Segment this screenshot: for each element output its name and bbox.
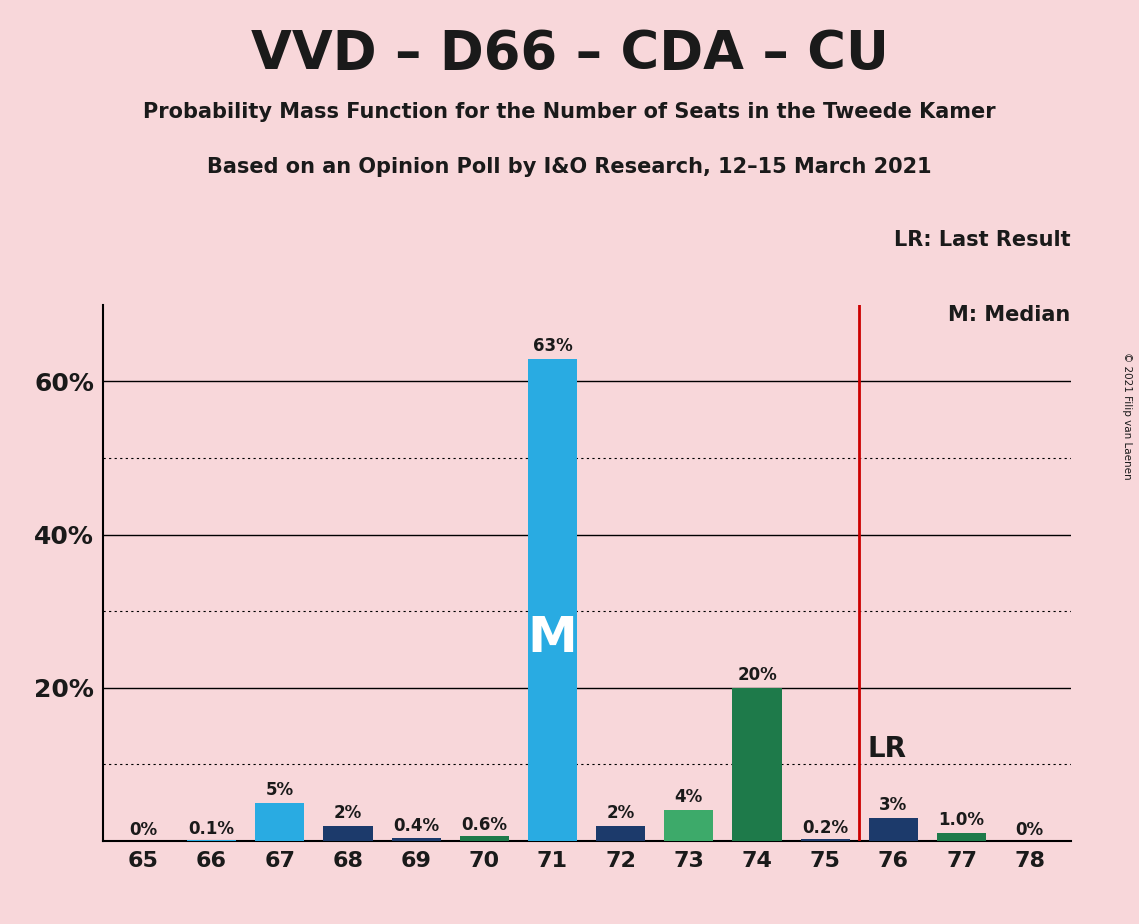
Text: VVD – D66 – CDA – CU: VVD – D66 – CDA – CU	[251, 28, 888, 79]
Text: 20%: 20%	[737, 666, 777, 684]
Text: 0.4%: 0.4%	[393, 818, 440, 835]
Text: 3%: 3%	[879, 796, 908, 814]
Text: LR: LR	[868, 735, 907, 763]
Text: LR: Last Result: LR: Last Result	[894, 230, 1071, 249]
Text: 0.6%: 0.6%	[461, 816, 507, 834]
Text: 0%: 0%	[130, 821, 157, 839]
Text: M: M	[527, 614, 577, 663]
Bar	[801, 839, 850, 841]
Bar	[596, 825, 645, 841]
Bar	[732, 687, 781, 841]
Text: 0.1%: 0.1%	[189, 820, 235, 838]
Bar	[392, 838, 441, 841]
Text: 2%: 2%	[334, 804, 362, 821]
Text: 4%: 4%	[674, 788, 703, 807]
Text: M: Median: M: Median	[949, 305, 1071, 325]
Text: Based on an Opinion Poll by I&O Research, 12–15 March 2021: Based on an Opinion Poll by I&O Research…	[207, 157, 932, 177]
Bar	[460, 836, 509, 841]
Text: 0.2%: 0.2%	[802, 819, 849, 837]
Bar	[869, 818, 918, 841]
Text: 2%: 2%	[607, 804, 634, 821]
Text: 63%: 63%	[533, 336, 573, 355]
Text: 5%: 5%	[265, 781, 294, 798]
Text: Probability Mass Function for the Number of Seats in the Tweede Kamer: Probability Mass Function for the Number…	[144, 102, 995, 122]
Bar	[323, 825, 372, 841]
Text: 1.0%: 1.0%	[939, 811, 984, 830]
Bar	[664, 810, 713, 841]
Text: © 2021 Filip van Laenen: © 2021 Filip van Laenen	[1122, 352, 1132, 480]
Bar	[255, 803, 304, 841]
Bar	[937, 833, 986, 841]
Text: 0%: 0%	[1016, 821, 1043, 839]
Bar	[528, 359, 577, 841]
